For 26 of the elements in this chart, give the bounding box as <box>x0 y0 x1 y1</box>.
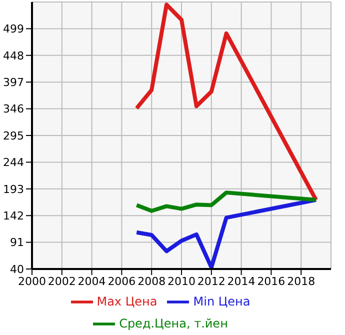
x-tick-label: 2012 <box>197 274 226 288</box>
line-series <box>134 198 318 269</box>
x-tick-label: 2006 <box>108 274 136 288</box>
legend-label: Min Цена <box>193 294 250 308</box>
y-tick-label: 295 <box>3 129 24 142</box>
y-tick-label: 448 <box>3 49 24 62</box>
x-tick-label: 2002 <box>48 274 76 288</box>
y-tick-label: 40 <box>10 262 24 276</box>
y-tick-label: 142 <box>3 210 24 223</box>
line-series <box>134 190 318 213</box>
x-tick-label: 2004 <box>78 274 106 288</box>
x-tick-label: 2018 <box>287 274 316 288</box>
y-tick-label: 397 <box>3 76 24 90</box>
y-tick-label: 346 <box>3 102 24 116</box>
x-tick-label: 2014 <box>227 274 256 288</box>
legend-label: Max Цена <box>96 294 158 308</box>
y-tick-label: 193 <box>3 182 24 196</box>
y-tick-label: 91 <box>10 236 24 250</box>
line-series <box>134 2 318 202</box>
y-tick-label: 244 <box>3 156 24 170</box>
x-tick-label: 2008 <box>138 274 166 288</box>
x-tick-label: 2016 <box>257 274 286 288</box>
x-tick-label: 2000 <box>18 274 46 288</box>
legend-label: Сред.Цена, т.йен <box>119 316 228 330</box>
y-tick-label: 499 <box>3 22 24 36</box>
x-tick-label: 2010 <box>168 274 196 288</box>
